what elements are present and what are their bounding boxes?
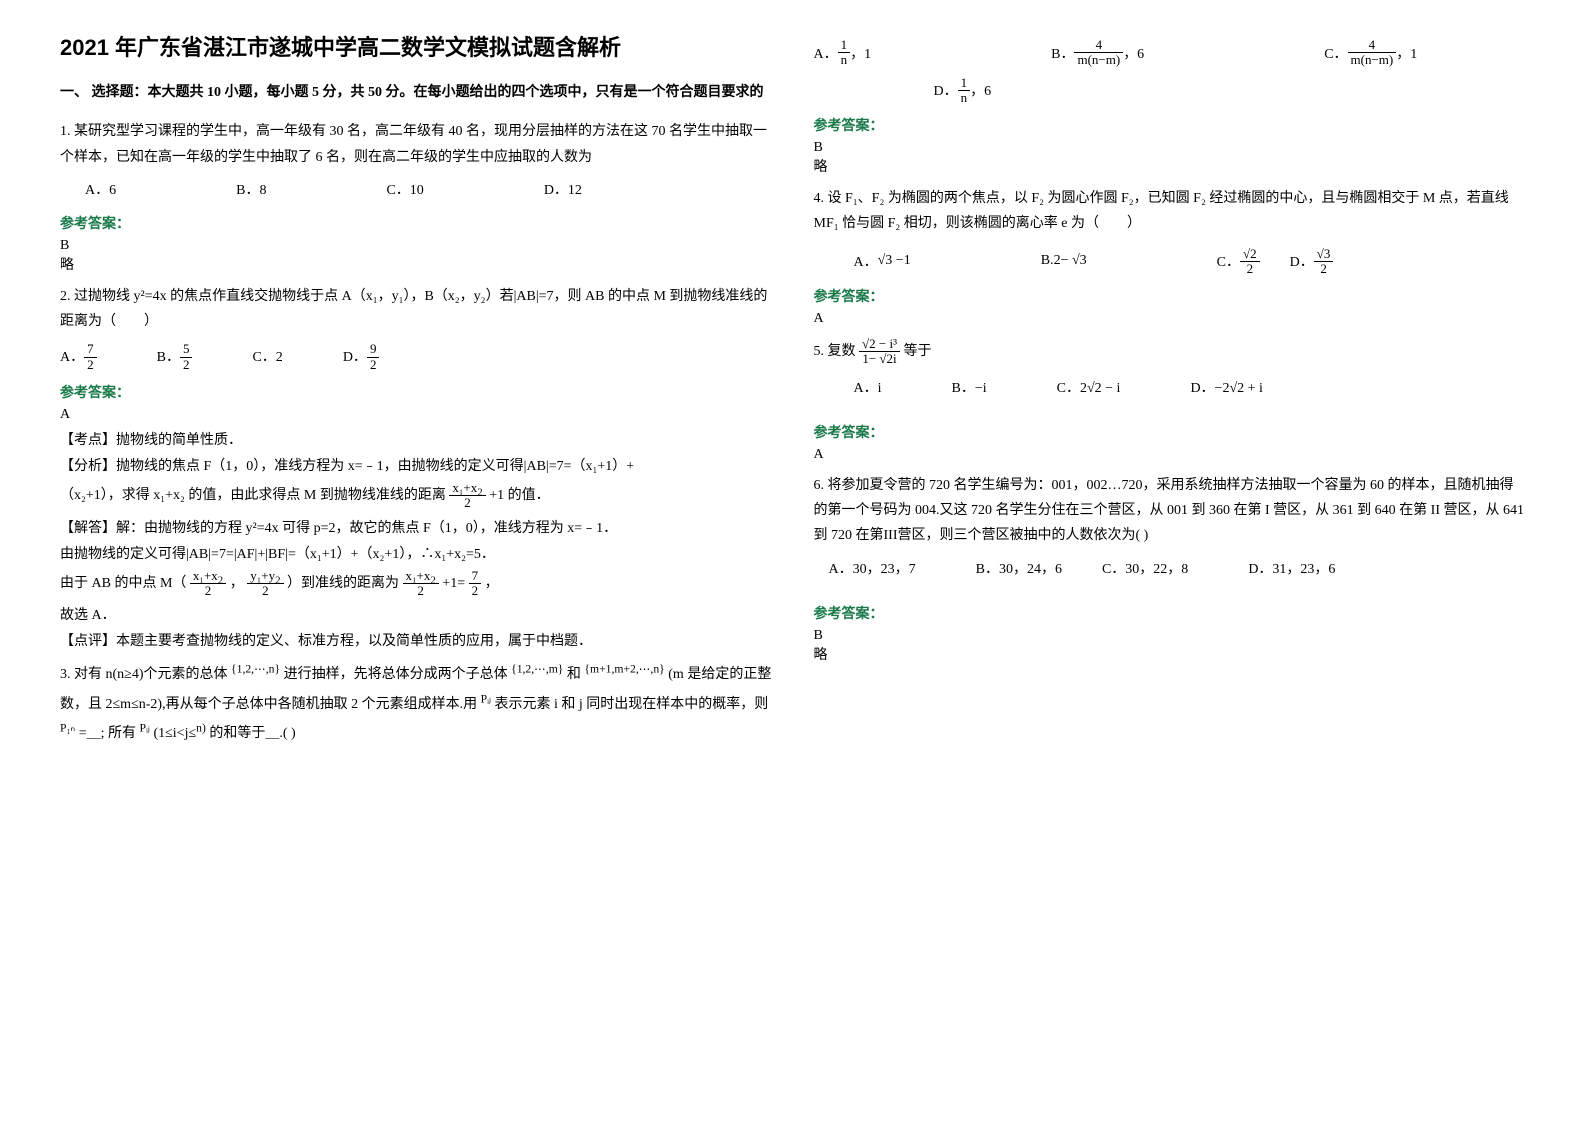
q1-opt-c: C．10: [386, 178, 423, 203]
q3-options-row1: A． 1n ，1 B． 4m(n−m) ，6 C． 4m(n−m) ，1: [814, 38, 1528, 68]
q2-jieda-4: 故选 A．: [60, 604, 774, 624]
question-3: 3. 对有 n(n≥4)个元素的总体 {1,2,⋯,n} 进行抽样，先将总体分成…: [60, 660, 774, 748]
left-column: 2021 年广东省湛江市遂城中学高二数学文模拟试题含解析 一、 选择题：本大题共…: [40, 30, 794, 1092]
page-title: 2021 年广东省湛江市遂城中学高二数学文模拟试题含解析: [60, 30, 774, 62]
q3-opt-a: A． 1n ，1: [814, 38, 872, 68]
q5-opt-a: A．i: [854, 377, 882, 397]
q5-opt-c: C．2√2 − i: [1057, 377, 1121, 397]
q1-opt-d: D．12: [544, 178, 582, 203]
q3-set1: {1,2,⋯,n}: [231, 662, 280, 675]
q2-opt-a: A． 72: [60, 342, 97, 372]
q2-fenxi-1: 【分析】抛物线的焦点 F（1，0），准线方程为 x=﹣1，由抛物线的定义可得|A…: [60, 455, 774, 475]
q3-lue: 略: [814, 156, 1528, 176]
q5-answer-label: 参考答案：: [814, 422, 1528, 442]
q6-answer: B: [814, 628, 1528, 644]
q1-answer: B: [60, 238, 774, 254]
q6-opt-b: B．30，24，6: [976, 558, 1062, 578]
q3-opt-b: B． 4m(n−m) ，6: [1051, 38, 1144, 68]
right-column: A． 1n ，1 B． 4m(n−m) ，6 C． 4m(n−m) ，1 D． …: [794, 30, 1548, 1092]
q2-jieda-3: 由于 AB 的中点 M（ x₁+x22 ， y₁+y22 ）到准线的距离为 x₁…: [60, 569, 774, 599]
q3-set3: {m+1,m+2,⋯,n}: [584, 662, 664, 675]
q3-p1n: P₁ₙ: [60, 721, 75, 734]
q4-opt-c: C． √22: [1217, 247, 1260, 277]
q2-answer-label: 参考答案：: [60, 382, 774, 402]
q3-answer-label: 参考答案：: [814, 115, 1528, 135]
q3-opt-d: D． 1n ，6: [934, 76, 992, 106]
q3-answer: B: [814, 140, 1528, 156]
q1-lue: 略: [60, 254, 774, 274]
q4-answer: A: [814, 311, 1528, 327]
q3-pij-2: Pᵢⱼ: [140, 721, 150, 734]
q3-opt-c: C． 4m(n−m) ，1: [1324, 38, 1417, 68]
q6-answer-label: 参考答案：: [814, 603, 1528, 623]
q4-opt-b: B.2− √3: [1041, 253, 1087, 269]
question-6: 6. 将参加夏令营的 720 名学生编号为：001，002…720，采用系统抽样…: [814, 473, 1528, 549]
question-4: 4. 设 F₁、F₂ 为椭圆的两个焦点，以 F₂ 为圆心作圆 F₂，已知圆 F₂…: [814, 186, 1528, 236]
q6-opt-c: C．30，22，8: [1102, 558, 1188, 578]
q2-dianping: 【点评】本题主要考查抛物线的定义、标准方程，以及简单性质的应用，属于中档题．: [60, 630, 774, 650]
q2-opt-c: C．2: [252, 345, 282, 370]
q2-opt-b: B． 52: [157, 342, 193, 372]
q3-set2: {1,2,⋯,m}: [511, 662, 563, 675]
q6-opt-d: D．31，23，6: [1248, 558, 1335, 578]
q5-opt-d: D．−2√2 + i: [1190, 377, 1262, 397]
q2-kaodian: 【考点】抛物线的简单性质．: [60, 429, 774, 449]
question-5: 5. 复数 √2 − i³1− √2i 等于: [814, 337, 1528, 367]
q2-jieda-1: 【解答】解：由抛物线的方程 y²=4x 可得 p=2，故它的焦点 F（1，0），…: [60, 517, 774, 537]
q6-lue: 略: [814, 644, 1528, 664]
q4-opt-a: A．√3 −1: [854, 251, 911, 271]
q2-answer: A: [60, 407, 774, 423]
q6-opt-a: A．30，23，7: [829, 558, 916, 578]
q2-fenxi-2: （x₂+1），求得 x₁+x₂ 的值，由此求得点 M 到抛物线准线的距离 x₁+…: [60, 481, 774, 511]
q3-options-row2: D． 1n ，6: [934, 76, 1528, 106]
q4-answer-label: 参考答案：: [814, 286, 1528, 306]
q5-opt-b: B．−i: [952, 377, 987, 397]
q2-stem: 2. 过抛物线 y²=4x 的焦点作直线交抛物线于点 A（x₁，y₁），B（x₂…: [60, 284, 774, 334]
q3-pij-1: Pᵢⱼ: [481, 692, 491, 705]
section-1-header: 一、 选择题：本大题共 10 小题，每小题 5 分，共 50 分。在每小题给出的…: [60, 82, 774, 104]
q1-stem: 1. 某研究型学习课程的学生中，高一年级有 30 名，高二年级有 40 名，现用…: [60, 119, 774, 169]
q1-opt-b: B．8: [236, 178, 266, 203]
q2-opt-d: D． 92: [343, 342, 380, 372]
question-2: 2. 过抛物线 y²=4x 的焦点作直线交抛物线于点 A（x₁，y₁），B（x₂…: [60, 284, 774, 372]
q4-opt-d: D． √32: [1290, 247, 1334, 277]
q1-opt-a: A．6: [85, 178, 116, 203]
question-1: 1. 某研究型学习课程的学生中，高一年级有 30 名，高二年级有 40 名，现用…: [60, 119, 774, 203]
q2-jieda-2: 由抛物线的定义可得|AB|=7=|AF|+|BF|=（x₁+1）+（x₂+1），…: [60, 543, 774, 563]
q5-answer: A: [814, 447, 1528, 463]
q1-answer-label: 参考答案：: [60, 213, 774, 233]
